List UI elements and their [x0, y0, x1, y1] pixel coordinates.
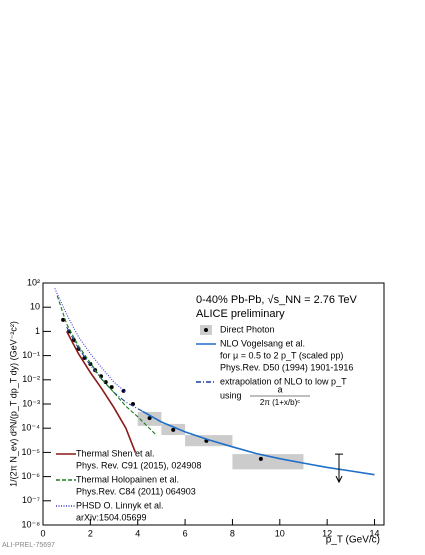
- legend-label: PHSD O. Linnyk et al.: [76, 500, 164, 510]
- y-tick-label: 10⁻⁷: [22, 495, 40, 505]
- legend-note: a: [277, 384, 282, 394]
- y-tick-label: 10⁻⁴: [21, 423, 40, 433]
- y-tick-label: 10⁻⁶: [22, 471, 41, 481]
- x-tick-label: 14: [370, 528, 380, 538]
- x-tick-label: 6: [183, 528, 188, 538]
- legend-label: Thermal Holopainen et al.: [76, 474, 179, 484]
- data-point: [61, 317, 66, 322]
- legend-note: 2π (1+x/b)ᶜ: [260, 398, 300, 407]
- upper-limit: [335, 453, 344, 484]
- legend-label: Thermal Shen et al.: [76, 448, 155, 458]
- syst-box: [232, 454, 304, 470]
- curve: [56, 295, 158, 436]
- data-point: [121, 388, 126, 393]
- y-tick-label: 10⁻³: [22, 398, 40, 408]
- legend-note: arXiv:1504.05699: [76, 512, 147, 522]
- legend-note: Phys.Rev. D50 (1994) 1901-1916: [220, 362, 353, 372]
- x-axis-label: p_T (GeV/c): [326, 535, 380, 546]
- data-point: [109, 385, 114, 390]
- legend-swatch: [204, 328, 208, 332]
- data-point: [258, 456, 263, 461]
- curve: [65, 331, 137, 453]
- y-tick-label: 10⁻¹: [22, 350, 40, 360]
- y-tick-label: 10: [30, 302, 40, 312]
- curve: [142, 410, 375, 476]
- data-point: [82, 355, 87, 360]
- curve: [54, 288, 127, 393]
- legend-label: extrapolation of NLO to low p_T: [220, 376, 347, 386]
- data-point: [147, 416, 152, 421]
- legend-note: Phys. Rev. C91 (2015), 024908: [76, 460, 201, 470]
- y-tick-label: 1: [35, 326, 40, 336]
- y-tick-label: 10⁻⁸: [21, 519, 40, 529]
- x-tick-label: 10: [275, 528, 285, 538]
- y-tick-label: 10²: [27, 277, 40, 287]
- x-tick-label: 12: [322, 528, 332, 538]
- legend-label: Direct Photon: [220, 324, 275, 334]
- legend-note: for μ = 0.5 to 2 p_T (scaled pp): [220, 350, 343, 360]
- header-line: ALICE preliminary: [196, 308, 285, 320]
- curve: [66, 326, 143, 412]
- legend-label: NLO Vogelsang et al.: [220, 338, 305, 348]
- x-tick-label: 8: [230, 528, 235, 538]
- header-line: 0-40% Pb-Pb, √s_NN = 2.76 TeV: [196, 294, 358, 306]
- data-point: [171, 427, 176, 432]
- legend-note: Phys.Rev. C84 (2011) 064903: [76, 486, 196, 496]
- watermark: ALI-PREL-75697: [2, 542, 55, 549]
- x-tick-label: 2: [88, 528, 93, 538]
- y-tick-label: 10⁻⁵: [22, 447, 41, 457]
- y-axis-label: 1/(2π N_ev) d²N/(p_T dp_T dy) (GeV⁻²c²): [8, 321, 18, 487]
- x-tick-label: 4: [135, 528, 140, 538]
- x-tick-label: 0: [40, 528, 45, 538]
- legend-note: using: [220, 390, 242, 400]
- y-tick-label: 10⁻²: [22, 374, 40, 384]
